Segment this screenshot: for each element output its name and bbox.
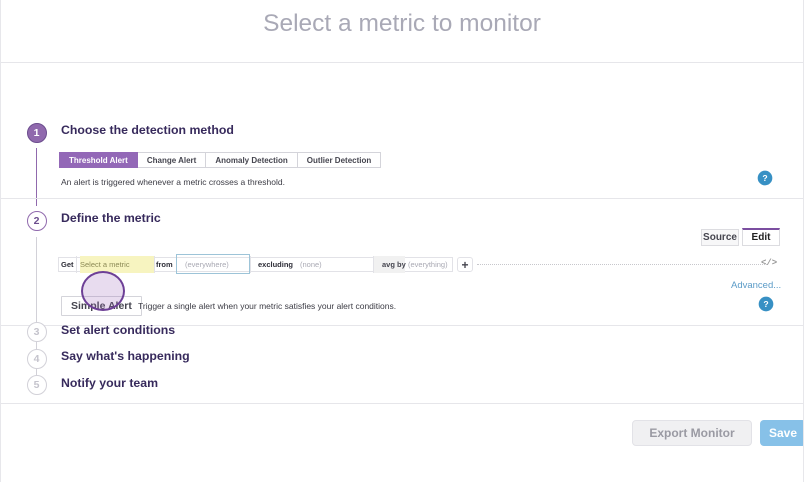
svg-text:?: ? [763,299,768,309]
svg-text:?: ? [762,173,767,183]
